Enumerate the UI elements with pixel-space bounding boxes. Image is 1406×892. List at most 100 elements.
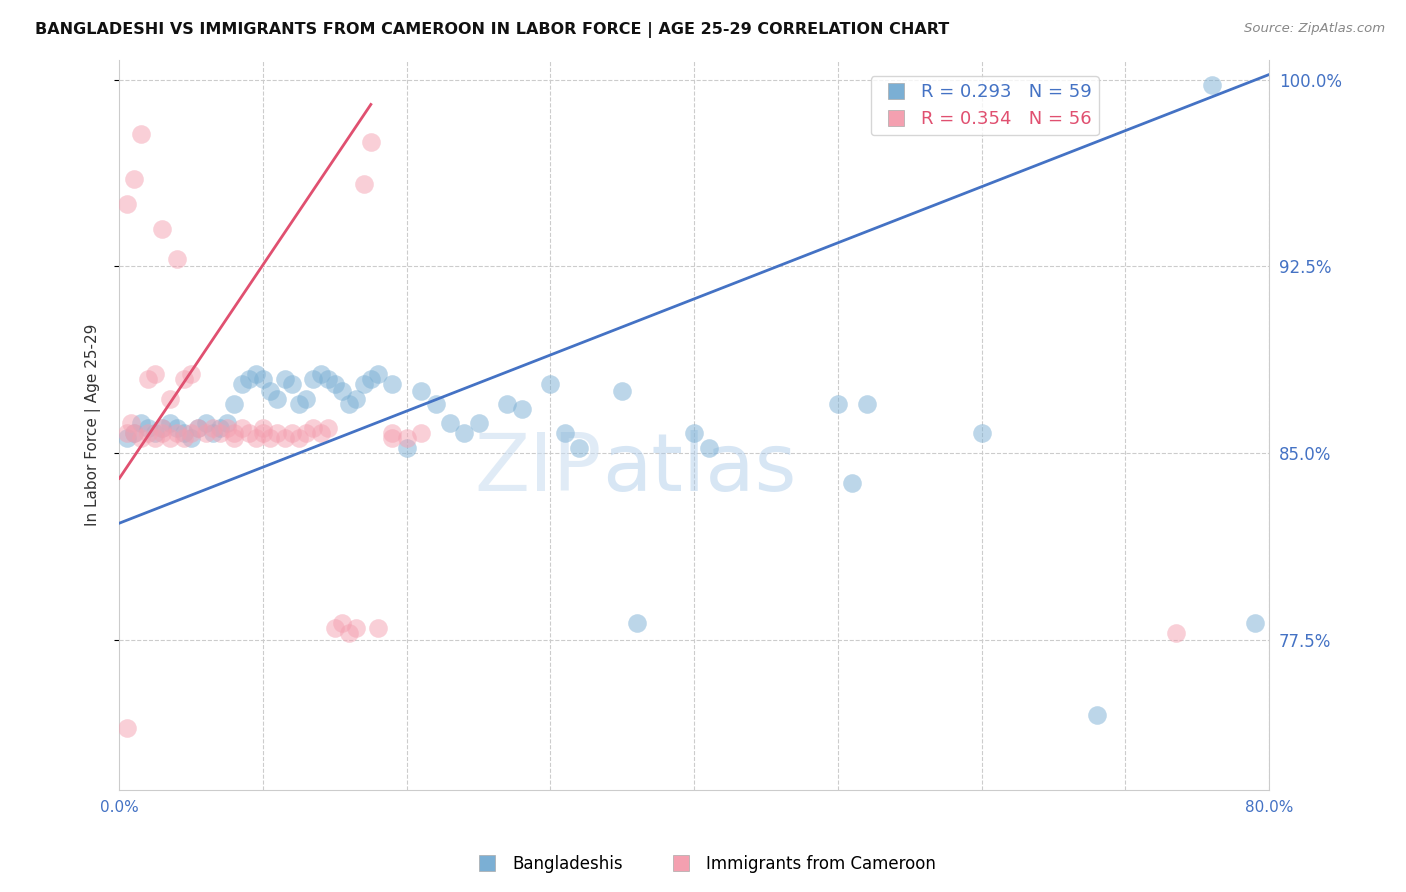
Point	[173, 426, 195, 441]
Point	[245, 432, 267, 446]
Point	[166, 426, 188, 441]
Point	[259, 432, 281, 446]
Point	[115, 432, 138, 446]
Point	[855, 396, 877, 410]
Point	[129, 128, 152, 142]
Point	[612, 384, 634, 398]
Point	[208, 421, 231, 435]
Point	[143, 426, 166, 441]
Point	[231, 421, 253, 435]
Point	[136, 421, 159, 435]
Point	[266, 426, 288, 441]
Point	[323, 621, 346, 635]
Point	[281, 376, 304, 391]
Point	[122, 426, 145, 441]
Point	[252, 426, 274, 441]
Point	[554, 426, 576, 441]
Point	[288, 432, 311, 446]
Point	[187, 421, 209, 435]
Point	[143, 432, 166, 446]
Point	[201, 426, 224, 441]
Text: Source: ZipAtlas.com: Source: ZipAtlas.com	[1244, 22, 1385, 36]
Point	[245, 367, 267, 381]
Point	[395, 442, 418, 456]
Point	[180, 426, 202, 441]
Point	[217, 421, 239, 435]
Point	[970, 426, 993, 441]
Point	[115, 721, 138, 735]
Point	[159, 392, 181, 406]
Point	[194, 417, 217, 431]
Point	[273, 432, 295, 446]
Point	[288, 396, 311, 410]
Point	[302, 421, 325, 435]
Point	[439, 417, 461, 431]
Legend: Bangladeshis, Immigrants from Cameroon: Bangladeshis, Immigrants from Cameroon	[464, 848, 942, 880]
Point	[381, 426, 404, 441]
Point	[323, 376, 346, 391]
Point	[115, 197, 138, 211]
Point	[194, 426, 217, 441]
Point	[152, 426, 174, 441]
Point	[224, 396, 246, 410]
Point	[152, 421, 174, 435]
Point	[231, 376, 253, 391]
Point	[381, 432, 404, 446]
Point	[252, 371, 274, 385]
Point	[367, 367, 389, 381]
Point	[346, 392, 368, 406]
Point	[136, 371, 159, 385]
Point	[152, 222, 174, 236]
Point	[159, 432, 181, 446]
Point	[152, 421, 174, 435]
Point	[337, 625, 360, 640]
Point	[425, 396, 447, 410]
Point	[360, 371, 382, 385]
Point	[395, 432, 418, 446]
Point	[266, 392, 288, 406]
Point	[122, 426, 145, 441]
Point	[309, 367, 332, 381]
Point	[187, 421, 209, 435]
Point	[697, 442, 720, 456]
Point	[316, 421, 339, 435]
Point	[330, 615, 353, 630]
Point	[252, 421, 274, 435]
Y-axis label: In Labor Force | Age 25-29: In Labor Force | Age 25-29	[86, 324, 101, 526]
Text: ZIP: ZIP	[475, 430, 602, 508]
Point	[367, 621, 389, 635]
Point	[453, 426, 475, 441]
Point	[353, 178, 375, 192]
Point	[166, 421, 188, 435]
Point	[360, 135, 382, 149]
Point	[316, 371, 339, 385]
Point	[238, 371, 260, 385]
Point	[330, 384, 353, 398]
Point	[180, 432, 202, 446]
Point	[238, 426, 260, 441]
Point	[295, 426, 318, 441]
Point	[683, 426, 706, 441]
Point	[337, 396, 360, 410]
Point	[827, 396, 849, 410]
Point	[224, 426, 246, 441]
Point	[273, 371, 295, 385]
Point	[1164, 625, 1187, 640]
Point	[281, 426, 304, 441]
Point	[841, 476, 863, 491]
Point	[568, 442, 591, 456]
Point	[309, 426, 332, 441]
Point	[166, 252, 188, 266]
Point	[1243, 615, 1265, 630]
Point	[224, 432, 246, 446]
Point	[115, 426, 138, 441]
Point	[295, 392, 318, 406]
Point	[208, 426, 231, 441]
Point	[259, 384, 281, 398]
Point	[346, 621, 368, 635]
Point	[201, 421, 224, 435]
Point	[381, 376, 404, 391]
Point	[353, 376, 375, 391]
Point	[540, 376, 562, 391]
Point	[173, 371, 195, 385]
